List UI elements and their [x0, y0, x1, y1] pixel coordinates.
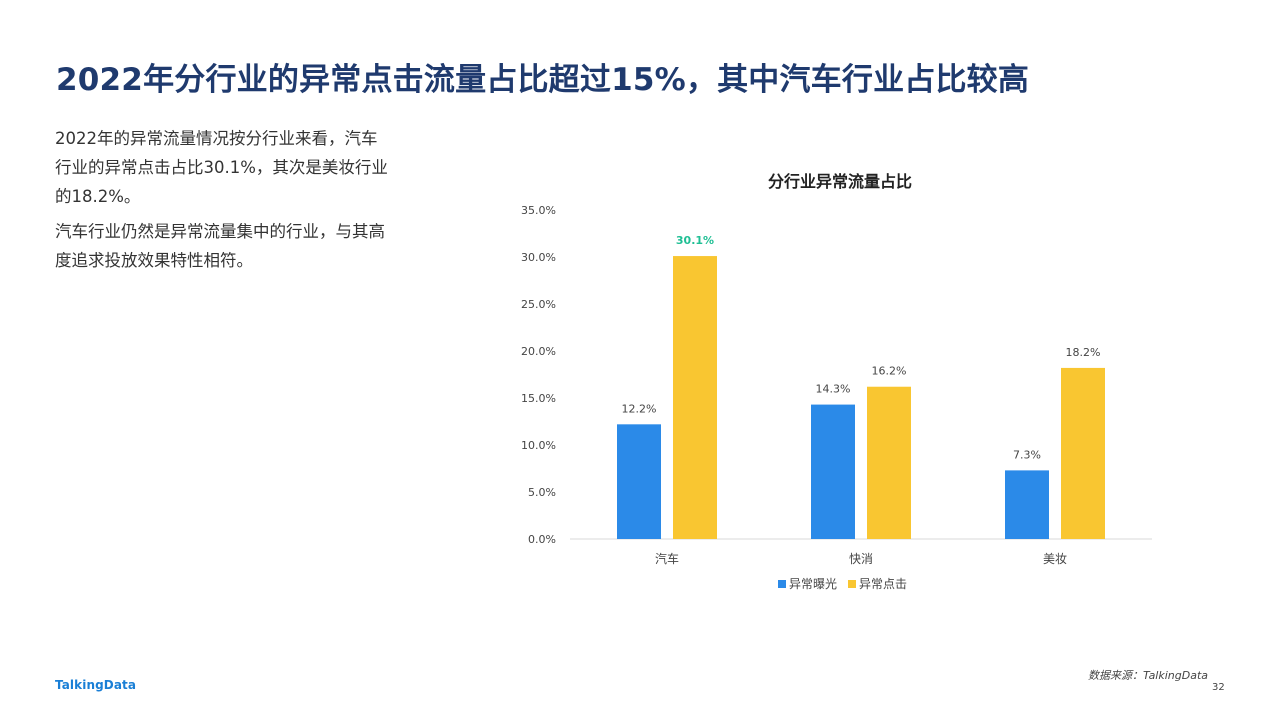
data-label: 7.3% [1013, 448, 1041, 461]
bar-click [673, 256, 717, 539]
chart-title: 分行业异常流量占比 [768, 172, 912, 191]
bar-exposure [811, 404, 855, 539]
x-tick-label: 快消 [849, 552, 873, 566]
bar-exposure [1005, 470, 1049, 539]
legend-swatch [848, 580, 856, 588]
page-title: 2022年分行业的异常点击流量占比超过15%，其中汽车行业占比较高 [56, 62, 1030, 98]
bar-exposure [617, 424, 661, 539]
bar-chart: 分行业异常流量占比 0.0% 5.0% 10.0% 15.0% 20.0% 25.0% 30.… [521, 172, 1152, 591]
y-tick-label: 5.0% [528, 486, 556, 499]
legend-label: 异常点击 [859, 577, 907, 591]
y-tick-label: 25.0% [521, 298, 556, 311]
talkingdata-logo: TalkingData [55, 678, 137, 692]
legend-swatch [778, 580, 786, 588]
bar-click [867, 386, 911, 539]
x-tick-label: 汽车 [655, 551, 679, 566]
x-tick-label: 美妆 [1043, 552, 1067, 566]
y-tick-label: 15.0% [521, 392, 556, 405]
paragraph-2: 汽车行业仍然是异常流量集中的行业，与其高度追求投放效果特性相符。 [55, 222, 385, 270]
data-label: 14.3% [816, 383, 851, 396]
y-tick-label: 35.0% [521, 204, 556, 217]
y-tick-label: 30.0% [521, 251, 556, 264]
data-label: 16.2% [872, 365, 907, 378]
description-text: 2022年的异常流量情况按分行业来看，汽车行业的异常点击占比30.1%，其次是美… [55, 124, 390, 281]
y-tick-label: 20.0% [521, 345, 556, 358]
bar-click [1061, 367, 1105, 539]
data-label: 30.1% [676, 234, 714, 247]
paragraph-1: 2022年的异常流量情况按分行业来看，汽车行业的异常点击占比30.1%，其次是美… [55, 129, 388, 206]
y-tick-label: 0.0% [528, 533, 556, 546]
data-label: 18.2% [1066, 346, 1101, 359]
y-tick-label: 10.0% [521, 439, 556, 452]
data-label: 12.2% [622, 402, 657, 415]
legend-label: 异常曝光 [789, 577, 837, 591]
data-source: 数据来源：TalkingData [1088, 669, 1209, 682]
page-number: 32 [1212, 682, 1225, 693]
